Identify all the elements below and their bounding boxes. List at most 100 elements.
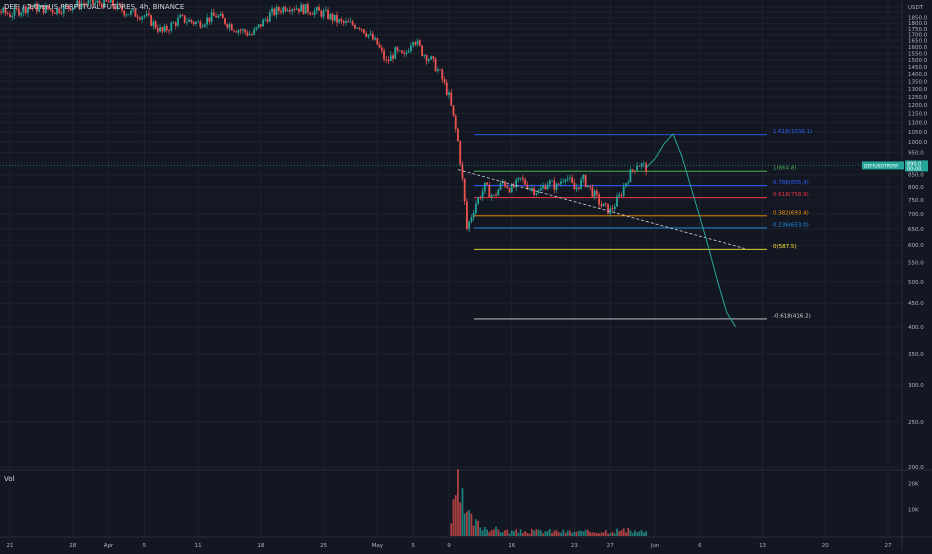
volume-bar: [520, 529, 522, 536]
candle-body: [562, 181, 564, 182]
price-axis-tick: 800.0: [908, 185, 924, 191]
volume-bar: [459, 502, 461, 536]
volume-bar: [506, 529, 508, 536]
volume-bar: [547, 531, 549, 536]
volume-bar: [488, 532, 490, 536]
candle-body: [444, 79, 446, 82]
volume-bar: [526, 533, 528, 536]
candle-body: [520, 178, 522, 179]
candle-body: [327, 10, 329, 19]
candle-body: [607, 204, 609, 214]
volume-bar: [587, 530, 589, 536]
volume-bar: [518, 533, 520, 536]
candle-body: [417, 40, 419, 44]
volume-bar: [578, 531, 580, 536]
volume-bar: [477, 521, 479, 536]
candle-body: [54, 13, 56, 14]
candle-body: [332, 14, 334, 21]
candle-body: [267, 19, 269, 21]
current-price-time: 00:00: [907, 166, 921, 172]
volume-bar: [558, 532, 560, 536]
volume-bar: [632, 533, 634, 536]
price-axis-tick: 650.0: [908, 227, 924, 233]
volume-bar: [589, 532, 591, 536]
volume-bar: [609, 533, 611, 536]
candle-body: [533, 188, 535, 194]
candle-body: [535, 193, 537, 194]
candle-body: [605, 203, 607, 204]
candle-body: [376, 38, 378, 45]
candle-body: [500, 183, 502, 190]
fib-level-label: 1.618(1036.1): [773, 129, 812, 135]
price-axis-tick: 550.0: [908, 261, 924, 267]
candle-body: [170, 23, 172, 31]
candle-body: [226, 24, 228, 27]
volume-bar: [562, 530, 564, 536]
volume-bar: [580, 531, 582, 536]
price-axis-tick: 1400.0: [908, 72, 928, 78]
time-axis-tick: Apr: [104, 543, 114, 549]
candle-body: [582, 175, 584, 179]
volume-bar: [504, 530, 506, 536]
time-axis-tick: 5: [411, 543, 415, 549]
volume-bar: [538, 530, 540, 536]
candle-body: [141, 17, 143, 20]
candle-body: [336, 15, 338, 23]
candle-body: [477, 197, 479, 203]
candle-body: [7, 13, 9, 14]
candle-body: [182, 15, 184, 16]
candle-body: [318, 7, 320, 10]
candle-body: [164, 26, 166, 32]
time-axis-tick: 18: [257, 543, 264, 549]
candle-body: [143, 16, 145, 17]
time-axis-tick: 23: [571, 543, 578, 549]
time-axis-tick: May: [372, 543, 384, 549]
volume-bar: [479, 527, 481, 536]
candle-body: [542, 186, 544, 188]
candle-body: [251, 34, 253, 35]
volume-bar: [470, 513, 472, 536]
volume-bar: [594, 532, 596, 536]
price-axis-tick: 600.0: [908, 243, 924, 249]
volume-bar: [636, 532, 638, 536]
volume-bar: [553, 531, 555, 536]
volume-bar: [513, 531, 515, 536]
candle-body: [150, 15, 152, 26]
candle-body: [616, 196, 618, 206]
candle-body: [11, 16, 13, 17]
candle-body: [544, 186, 546, 190]
candle-body: [260, 24, 262, 26]
candle-body: [421, 46, 423, 56]
candle-body: [614, 207, 616, 210]
candle-body: [253, 29, 255, 35]
fib-level-label: 0.618(758.9): [773, 192, 809, 198]
candle-body: [139, 18, 141, 19]
candle-body: [401, 50, 403, 52]
candle-body: [130, 11, 132, 15]
price-axis-tick: 1350.0: [908, 79, 928, 85]
volume-bar: [455, 495, 457, 536]
time-axis-tick: 9: [447, 543, 451, 549]
candle-body: [213, 12, 215, 15]
volume-bar: [473, 526, 475, 536]
price-axis-currency: USDT: [908, 5, 924, 11]
volume-bar: [582, 531, 584, 536]
candle-body: [323, 11, 325, 17]
candle-body: [598, 195, 600, 205]
candle-body: [359, 28, 361, 29]
candle-body: [518, 178, 520, 180]
candle-body: [453, 105, 455, 115]
candle-body: [361, 29, 363, 30]
candle-body: [625, 183, 627, 186]
candle-body: [497, 190, 499, 196]
time-axis-tick: 21: [7, 543, 14, 549]
candle-body: [177, 18, 179, 26]
candle-body: [161, 27, 163, 31]
volume-bar: [462, 488, 464, 536]
candle-body: [381, 47, 383, 50]
candle-body: [567, 179, 569, 180]
candle-body: [506, 187, 508, 189]
candle-body: [195, 22, 197, 24]
